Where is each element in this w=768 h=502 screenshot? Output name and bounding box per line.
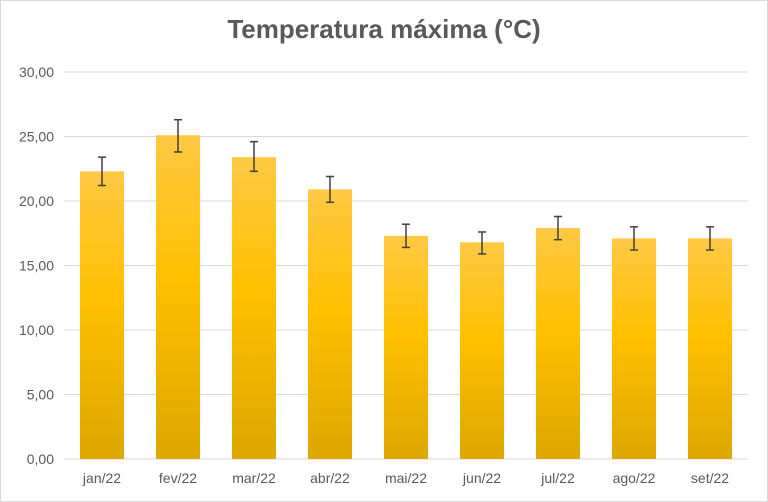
error-bar bbox=[250, 140, 258, 173]
x-tick-label: ago/22 bbox=[613, 470, 656, 486]
bar bbox=[307, 189, 353, 459]
x-tick-label: mar/22 bbox=[232, 470, 276, 486]
y-tick-label: 20,00 bbox=[19, 193, 54, 209]
x-tick-label: jul/22 bbox=[540, 470, 575, 486]
error-bar bbox=[326, 175, 334, 204]
y-axis-tick-labels: 0,00 5,00 10,00 15,00 20,00 25,00 30,00 bbox=[19, 64, 54, 467]
error-bar bbox=[478, 231, 486, 255]
x-tick-label: jun/22 bbox=[462, 470, 501, 486]
y-tick-label: 5,00 bbox=[27, 387, 54, 403]
error-bar bbox=[174, 118, 182, 153]
error-bar bbox=[98, 156, 106, 187]
bar bbox=[459, 242, 505, 459]
x-tick-label: fev/22 bbox=[159, 470, 197, 486]
y-tick-label: 30,00 bbox=[19, 64, 54, 80]
bar bbox=[79, 171, 125, 459]
bar bbox=[383, 235, 429, 459]
y-tick-label: 0,00 bbox=[27, 451, 54, 467]
y-tick-label: 25,00 bbox=[19, 129, 54, 145]
error-bar bbox=[554, 215, 562, 241]
error-bar bbox=[402, 223, 410, 249]
bar bbox=[231, 157, 277, 459]
bar bbox=[535, 228, 581, 459]
y-tick-label: 15,00 bbox=[19, 258, 54, 274]
bar bbox=[611, 238, 657, 459]
x-tick-label: abr/22 bbox=[310, 470, 350, 486]
chart-title: Temperatura máxima (°C) bbox=[227, 14, 541, 44]
error-bar bbox=[706, 226, 714, 251]
bar bbox=[687, 238, 733, 459]
x-axis-tick-labels: jan/22 fev/22 mar/22 abr/22 mai/22 jun/22 jul/… bbox=[82, 470, 729, 486]
x-tick-label: jan/22 bbox=[82, 470, 121, 486]
bars bbox=[79, 135, 733, 459]
x-tick-label: mai/22 bbox=[385, 470, 427, 486]
y-tick-label: 10,00 bbox=[19, 322, 54, 338]
error-bar bbox=[630, 226, 638, 251]
x-tick-label: set/22 bbox=[691, 470, 729, 486]
error-bars bbox=[98, 118, 714, 255]
bar bbox=[155, 135, 201, 459]
